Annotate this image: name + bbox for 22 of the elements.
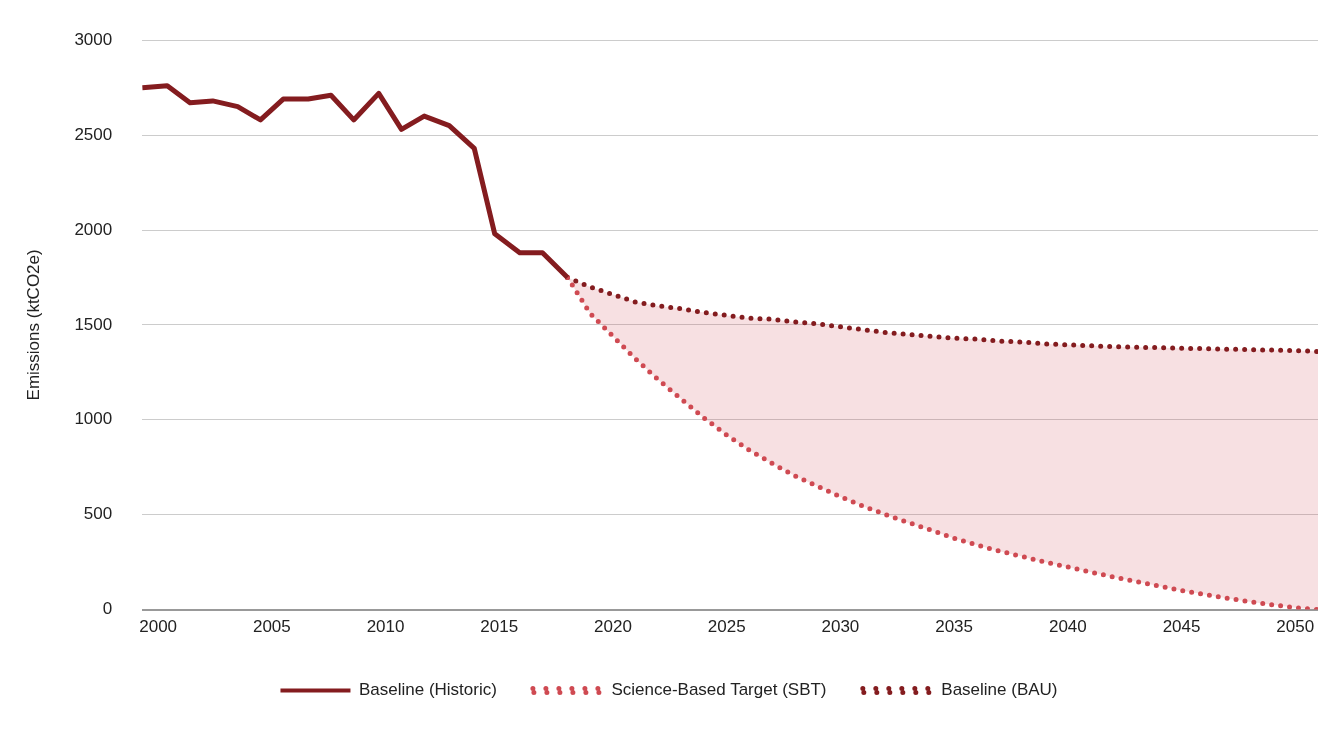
y-tick-label: 0 — [102, 599, 113, 619]
x-tick-label: 2000 — [139, 617, 178, 637]
y-tick-label: 500 — [83, 504, 113, 524]
y-tick-label: 1000 — [74, 409, 113, 429]
y-tick-label: 1500 — [74, 314, 113, 334]
x-tick-label: 2050 — [1276, 617, 1315, 637]
x-tick-label: 2030 — [821, 617, 860, 637]
legend-label: Science-Based Target (SBT) — [611, 680, 827, 700]
x-tick-label: 2040 — [1048, 617, 1087, 637]
y-tick-label: 2500 — [74, 124, 113, 144]
y-tick-label: 2000 — [74, 219, 113, 239]
x-tick-label: 2045 — [1162, 617, 1201, 637]
x-tick-label: 2025 — [707, 617, 746, 637]
legend-label: Baseline (Historic) — [358, 680, 497, 700]
x-tick-label: 2015 — [480, 617, 519, 637]
y-tick-label: 3000 — [74, 29, 113, 49]
x-tick-label: 2020 — [594, 617, 632, 637]
x-tick-label: 2005 — [252, 617, 291, 637]
y-axis-title: Emissions (ktCO2e) — [23, 249, 43, 401]
x-tick-label: 2010 — [366, 617, 405, 637]
legend-label: Baseline (BAU) — [941, 680, 1058, 700]
x-tick-label: 2035 — [935, 617, 974, 637]
